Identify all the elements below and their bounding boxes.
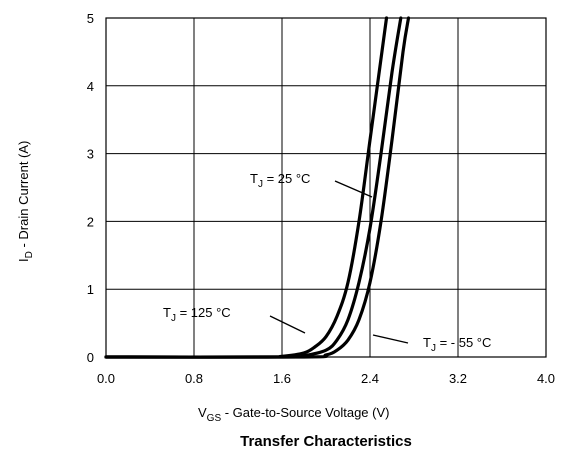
label-tj-125: TJ = 125 °C [163,305,231,324]
y-tick-label: 2 [87,214,94,229]
y-tick-label: 0 [87,350,94,365]
label-tj-25: TJ = 25 °C [250,171,310,190]
x-tick-labels: 0.0 0.8 1.6 2.4 3.2 4.0 [97,371,555,386]
series-line-tj-55-c [104,16,411,359]
series-line-tj-125-c [104,16,389,359]
x-tick-label: 2.4 [361,371,379,386]
y-axis-label: ID - Drain Current (A) [16,141,35,262]
x-tick-label: 3.2 [449,371,467,386]
chart-title: Transfer Characteristics [240,433,412,450]
plot-frame [105,17,547,358]
series-line-tj-25-c [104,16,403,359]
arrow-tj-125 [269,315,306,334]
y-tick-label: 5 [87,11,94,26]
y-tick-label: 4 [87,79,94,94]
x-tick-label: 4.0 [537,371,555,386]
x-axis-label: VGS - Gate-to-Source Voltage (V) [198,405,389,424]
grid [106,18,546,357]
y-tick-label: 3 [87,147,94,162]
x-tick-label: 1.6 [273,371,291,386]
x-tick-label: 0.8 [185,371,203,386]
y-tick-label: 1 [87,282,94,297]
x-tick-label: 0.0 [97,371,115,386]
label-tj-neg55: TJ = - 55 °C [423,335,491,354]
arrow-tj-neg55 [372,334,409,344]
arrow-tj-25 [334,180,373,198]
series-curves [104,16,411,359]
y-tick-labels: 0 1 2 3 4 5 [87,11,94,365]
